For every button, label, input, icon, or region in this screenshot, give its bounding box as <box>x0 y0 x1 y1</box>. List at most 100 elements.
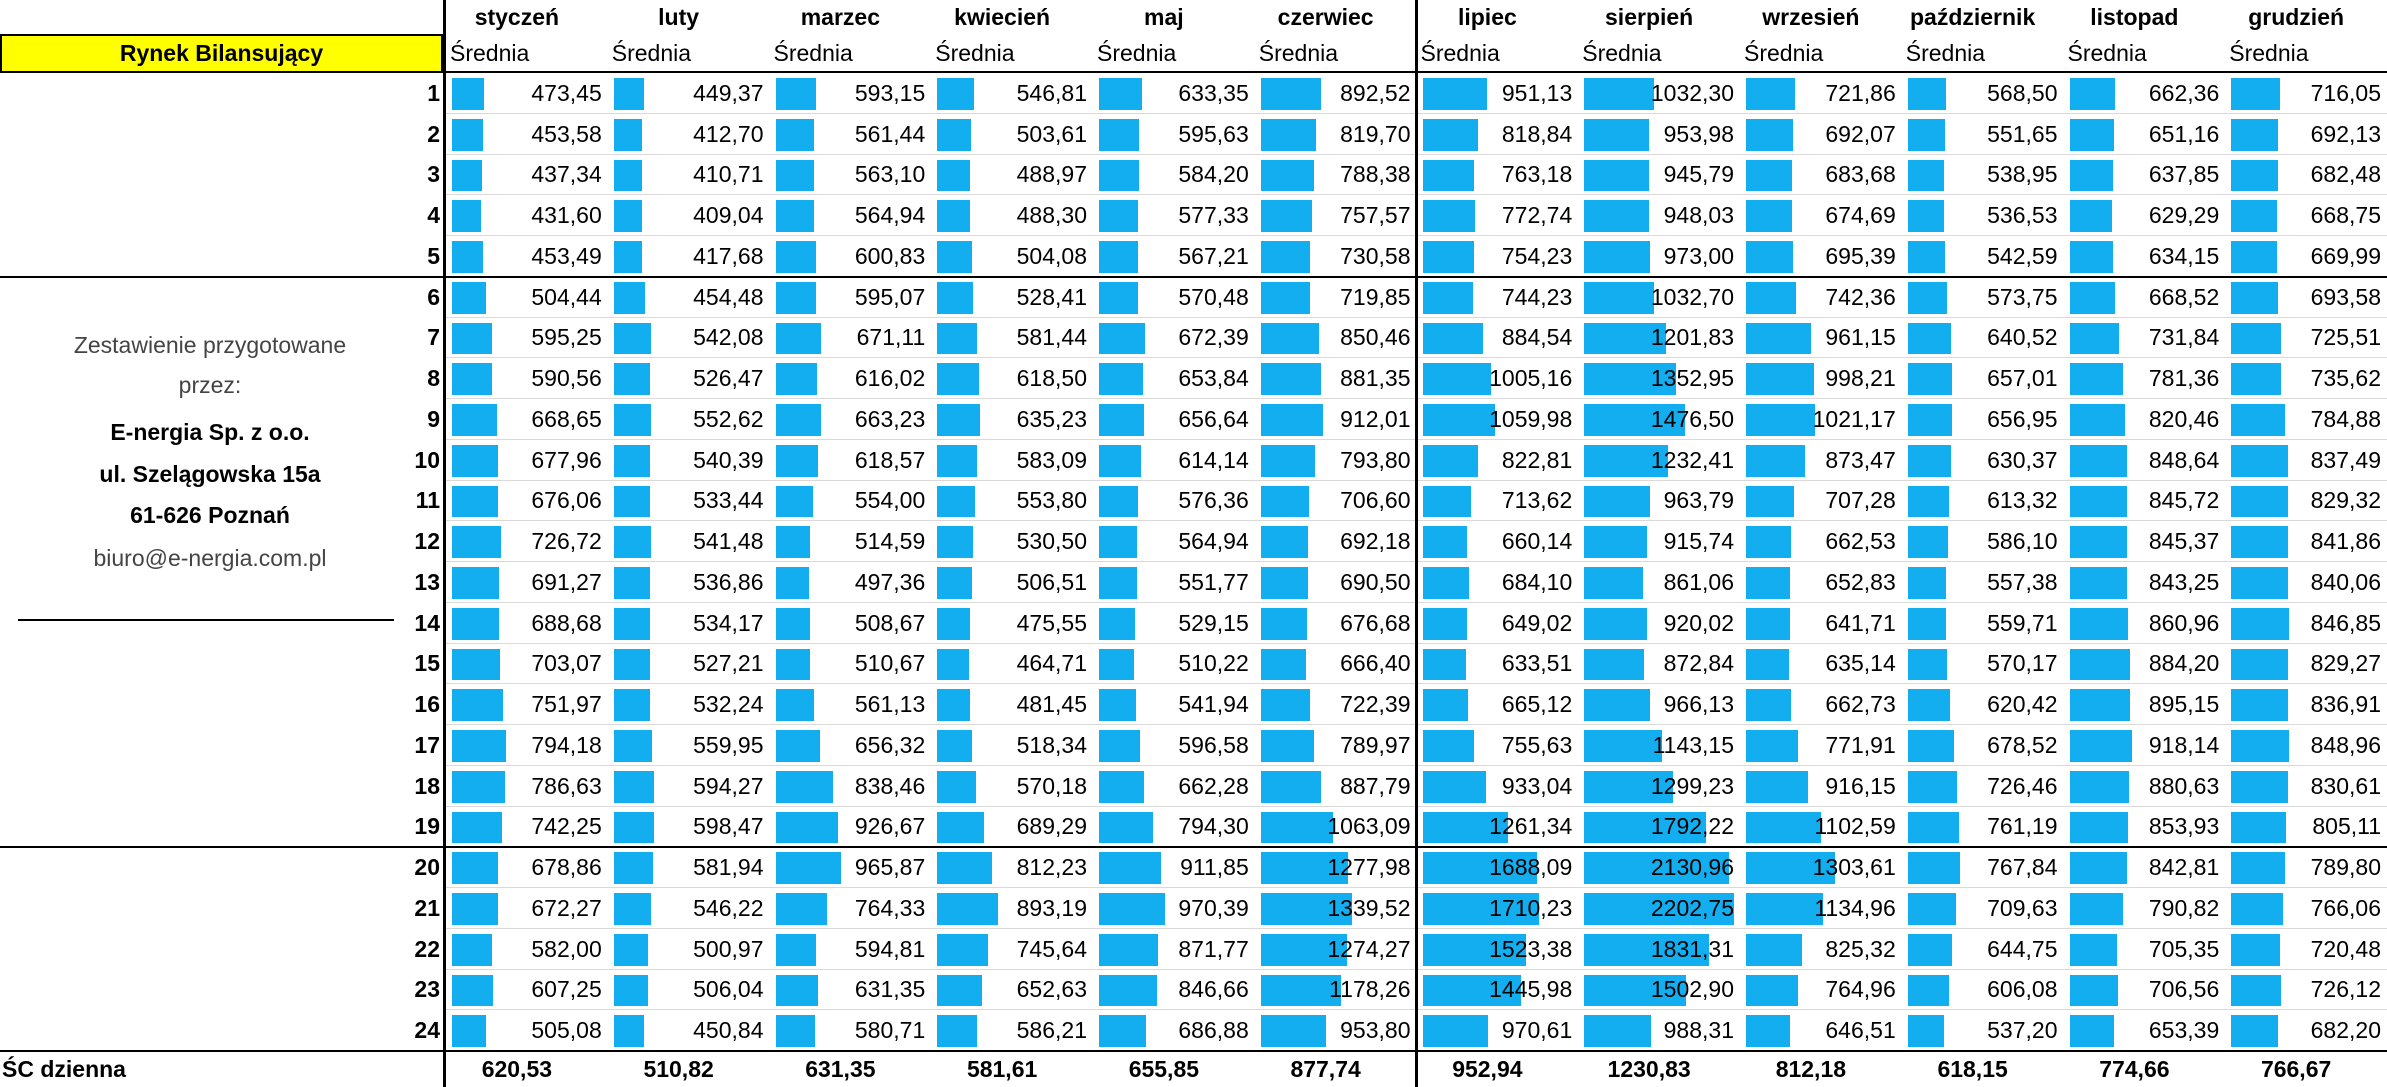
data-bar <box>1099 770 1145 803</box>
value-cell: 508,67 <box>854 609 926 636</box>
data-bar <box>1260 200 1313 232</box>
data-bar <box>1422 118 1479 151</box>
data-bar <box>775 444 818 477</box>
value-cell: 706,60 <box>1340 487 1411 514</box>
data-bar <box>2069 118 2114 151</box>
data-bar <box>1260 322 1319 355</box>
data-bar <box>775 770 833 803</box>
value-cell: 488,30 <box>1016 202 1087 229</box>
data-bar <box>2069 893 2124 925</box>
subheader: Średnia <box>773 40 853 66</box>
value-cell: 829,32 <box>2310 487 2381 514</box>
value-cell: 618,57 <box>854 446 926 473</box>
subheader: Średnia <box>1258 40 1339 66</box>
data-bar <box>1907 404 1953 436</box>
data-bar <box>1907 241 1945 273</box>
value-cell: 676,68 <box>1340 609 1411 636</box>
data-bar <box>1746 689 1792 721</box>
value-cell: 933,04 <box>1501 772 1573 799</box>
data-bar <box>937 526 974 558</box>
value-cell: 690,50 <box>1340 568 1411 595</box>
data-bar <box>1422 933 1527 966</box>
data-bar <box>1260 78 1322 110</box>
value-cell: 532,24 <box>693 691 764 718</box>
value-cell: 825,32 <box>1825 935 1896 962</box>
value-cell: 1178,26 <box>1329 976 1411 1003</box>
data-bar <box>1907 363 1953 395</box>
subheader: Średnia <box>935 40 1015 66</box>
data-bar <box>937 770 976 803</box>
data-bar <box>452 607 499 640</box>
value-cell: 538,95 <box>1987 161 2058 188</box>
value-cell: 1143,15 <box>1652 731 1734 758</box>
data-bar <box>2231 933 2281 966</box>
value-cell: 820,46 <box>2148 405 2220 432</box>
value-cell: 953,80 <box>1340 1017 1411 1044</box>
subheader: Średnia <box>2229 40 2309 66</box>
value-cell: 614,14 <box>1178 446 1249 473</box>
data-bar <box>1260 567 1308 599</box>
value-cell: 573,75 <box>1987 283 2058 310</box>
data-bar <box>937 811 985 844</box>
value-cell: 837,49 <box>2310 446 2381 473</box>
value-cell: 529,15 <box>1178 609 1249 636</box>
data-bar <box>775 811 839 844</box>
month-header: grudzień <box>2248 3 2345 30</box>
data-bar <box>452 770 506 803</box>
value-cell: 678,86 <box>531 854 602 881</box>
data-bar <box>613 893 651 925</box>
data-bar <box>452 933 492 966</box>
data-bar <box>1422 689 1468 721</box>
data-bar <box>1746 322 1812 355</box>
data-bar <box>775 159 814 192</box>
data-bar <box>2231 1015 2278 1047</box>
value-cell: 533,44 <box>693 487 764 514</box>
data-bar <box>1907 1015 1945 1047</box>
value-cell: 500,97 <box>693 935 764 962</box>
value-cell: 666,40 <box>1340 650 1411 677</box>
value-cell: 1063,09 <box>1327 813 1411 840</box>
data-bar <box>1099 974 1157 1007</box>
data-bar <box>2231 974 2281 1007</box>
data-bar <box>1260 404 1323 436</box>
value-cell: 730,58 <box>1340 242 1411 269</box>
value-cell: 510,67 <box>854 650 926 677</box>
value-cell: 784,88 <box>2310 405 2381 432</box>
data-bar <box>1422 893 1539 925</box>
value-cell: 674,69 <box>1825 202 1896 229</box>
hour-label: 21 <box>414 894 440 921</box>
hour-label: 22 <box>414 935 440 962</box>
data-bar <box>1907 567 1946 599</box>
value-cell: 595,63 <box>1178 120 1249 147</box>
value-cell: 845,72 <box>2148 487 2220 514</box>
data-bar <box>1584 200 1649 232</box>
data-bar <box>1422 485 1471 518</box>
data-bar <box>775 281 816 314</box>
value-cell: 504,44 <box>531 283 602 310</box>
value-cell: 695,39 <box>1825 242 1896 269</box>
data-bar <box>775 933 816 966</box>
data-bar <box>1907 974 1949 1007</box>
value-cell: 766,06 <box>2310 894 2381 921</box>
data-bar <box>1099 118 1140 151</box>
value-cell: 620,42 <box>1987 691 2058 718</box>
data-bar <box>937 974 982 1007</box>
value-cell: 586,21 <box>1016 1017 1087 1044</box>
value-cell: 838,46 <box>854 772 926 799</box>
value-cell: 510,22 <box>1178 650 1249 677</box>
value-cell: 635,14 <box>1825 650 1896 677</box>
data-bar <box>937 363 980 395</box>
value-cell: 559,71 <box>1987 609 2058 636</box>
value-cell: 417,68 <box>693 242 764 269</box>
value-cell: 848,64 <box>2148 446 2220 473</box>
value-cell: 912,01 <box>1340 405 1411 432</box>
data-bar <box>1584 933 1709 966</box>
data-bar <box>613 200 642 232</box>
data-bar <box>1746 281 1797 314</box>
value-cell: 630,37 <box>1987 446 2058 473</box>
info-text: Zestawienie przygotowane <box>73 331 347 358</box>
value-cell: 581,94 <box>693 854 764 881</box>
value-cell: 683,68 <box>1825 161 1896 188</box>
value-cell: 635,23 <box>1016 405 1087 432</box>
